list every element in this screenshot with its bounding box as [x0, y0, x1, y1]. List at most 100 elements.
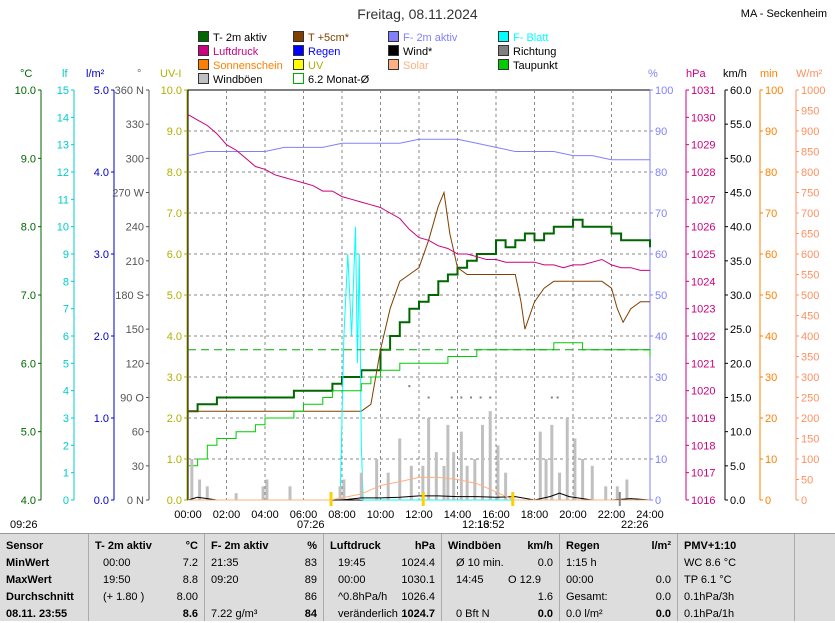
y-tick-label: 4: [63, 386, 69, 398]
row-max: MaxWert: [6, 574, 52, 586]
f2m-row-value: 84: [304, 608, 317, 620]
gusts-row-value: 1.6: [537, 591, 553, 603]
sensor-header: Sensor: [6, 540, 44, 552]
y-tick-label: 0: [801, 495, 807, 507]
y-tick-label: 2.0: [94, 331, 109, 343]
y-tick-label: 6: [63, 331, 69, 343]
y-tick-label: 1029: [691, 140, 715, 152]
unit-leaf: lf: [62, 68, 68, 80]
legend-label: Regen: [308, 46, 341, 58]
y-tick-label: 100: [801, 454, 819, 466]
legend-swatch: [293, 31, 304, 42]
y-tick-label: 50.0: [730, 153, 751, 165]
row-min: MinWert: [6, 557, 50, 569]
direction-dot: [556, 396, 559, 399]
y-tick-label: 150: [801, 434, 819, 446]
t2m-unit: °C: [185, 540, 198, 552]
legend-label: F- Blatt: [513, 32, 549, 44]
rain-row-value: 0.0: [655, 591, 671, 603]
y-tick-label: 90: [765, 126, 777, 138]
legend-label: UV: [308, 60, 324, 72]
y-tick-label: 850: [801, 147, 819, 159]
legend-swatch: [388, 59, 399, 70]
y-tick-label: 20: [655, 413, 667, 425]
y-tick-label: 6.0: [167, 249, 182, 261]
legend-item: UV: [293, 59, 323, 72]
f2m-unit: %: [307, 540, 317, 552]
legend-label: Richtung: [513, 46, 557, 58]
legend: T- 2m aktiv T +5cm* F- 2m aktiv F- Blatt Luf…: [198, 31, 558, 86]
x-tick-label: 22:00: [598, 509, 626, 521]
legend-label: T- 2m aktiv: [213, 32, 267, 44]
legend-label: Luftdruck: [213, 46, 259, 58]
y-tick-label: 200: [801, 413, 819, 425]
gusts-row-mid: O 12.9: [508, 574, 542, 586]
gusts-row-label: 14:45: [456, 574, 484, 586]
y-tick-label: 30: [655, 372, 667, 384]
y-tick-label: 5.0: [167, 290, 182, 302]
y-tick-label: 90 O: [120, 393, 144, 405]
y-tick-label: 55.0: [730, 119, 751, 131]
col-pmv: PMV+1:10 WC 8.6 °C TP 6.1 °C 0.1hPa/3h 0…: [678, 534, 795, 621]
t2m-row-value: 7.2: [182, 557, 198, 569]
direction-dot: [489, 396, 492, 399]
y-tick-label: 1018: [691, 440, 715, 452]
f2m-row-value: 86: [304, 591, 317, 603]
y-tick-label: 60.0: [730, 85, 751, 97]
legend-item: Richtung: [498, 45, 556, 58]
t2m-row-label: 19:50: [103, 574, 131, 586]
legend-item: Luftdruck: [198, 45, 258, 58]
y-tick-label: 1026: [691, 222, 715, 234]
legend-item: Sonnenschein: [198, 59, 283, 72]
y-tick-label: 650: [801, 229, 819, 241]
y-tick-label: 10.0: [730, 427, 751, 439]
direction-dot: [408, 385, 411, 388]
x-tick-label: 06:00: [290, 509, 318, 521]
pressure-row-label: 19:45: [338, 557, 366, 569]
t2m-row-value: 8.00: [176, 591, 198, 603]
y-tick-label: 0.0: [730, 495, 745, 507]
f2m-row-value: 89: [304, 574, 317, 586]
legend-item: F- 2m aktiv: [388, 31, 457, 44]
y-tick-label: 0 N: [127, 495, 144, 507]
y-tick-label: 14: [57, 112, 69, 124]
f2m-row-value: 83: [304, 557, 317, 569]
legend-swatch: [293, 73, 304, 84]
series-line: [188, 226, 650, 501]
unit-min: min: [760, 68, 778, 80]
col-t2m: T- 2m aktiv °C 00:00 7.2 19:50 8.8 (+ 1.80 ) 8.…: [89, 534, 205, 621]
legend-item: Wind*: [388, 45, 432, 58]
legend-label: Taupunkt: [513, 60, 558, 72]
y-tick-label: 8: [63, 276, 69, 288]
stats-table: Sensor MinWert MaxWert Durchschnitt 08.1…: [0, 533, 835, 621]
gusts-unit: km/h: [527, 540, 553, 552]
y-tick-label: 15.0: [730, 393, 751, 405]
y-tick-label: 5.0: [730, 461, 745, 473]
t2m-row-label: (+ 1.80 ): [103, 591, 145, 603]
y-tick-label: 500: [801, 290, 819, 302]
y-tick-label: 600: [801, 249, 819, 261]
pressure-row-value: 1024.7: [401, 608, 435, 620]
y-tick-label: 80: [655, 167, 667, 179]
y-tick-label: 1021: [691, 358, 715, 370]
legend-item: 6.2 Monat-Ø: [293, 73, 369, 86]
y-tick-label: 6.0: [21, 358, 36, 370]
t2m-header: T- 2m aktiv: [95, 540, 152, 552]
pressure-unit: hPa: [414, 540, 435, 552]
y-tick-label: 70: [655, 208, 667, 220]
y-tick-label: 60: [655, 249, 667, 261]
y-tick-label: 3: [63, 413, 69, 425]
y-tick-label: 4.0: [167, 331, 182, 343]
legend-item: T +5cm*: [293, 31, 349, 44]
y-tick-label: 0: [765, 495, 771, 507]
legend-swatch: [198, 59, 209, 70]
y-tick-label: 90: [655, 126, 667, 138]
gusts-header: Windböen: [448, 540, 502, 552]
y-tick-label: 270 W: [112, 188, 144, 200]
x-tick-label: 00:00: [174, 509, 202, 521]
col-gusts: Windböen km/h Ø 10 min. 0.0 14:45 O 12.9 1.6 0 …: [442, 534, 560, 621]
y-tick-label: 40.0: [730, 222, 751, 234]
y-tick-label: 50: [655, 290, 667, 302]
col-f2m: F- 2m aktiv% 21:35 83 09:20 89 86 7.22 g/m³ 84: [205, 534, 324, 621]
y-tick-label: 7.0: [21, 290, 36, 302]
